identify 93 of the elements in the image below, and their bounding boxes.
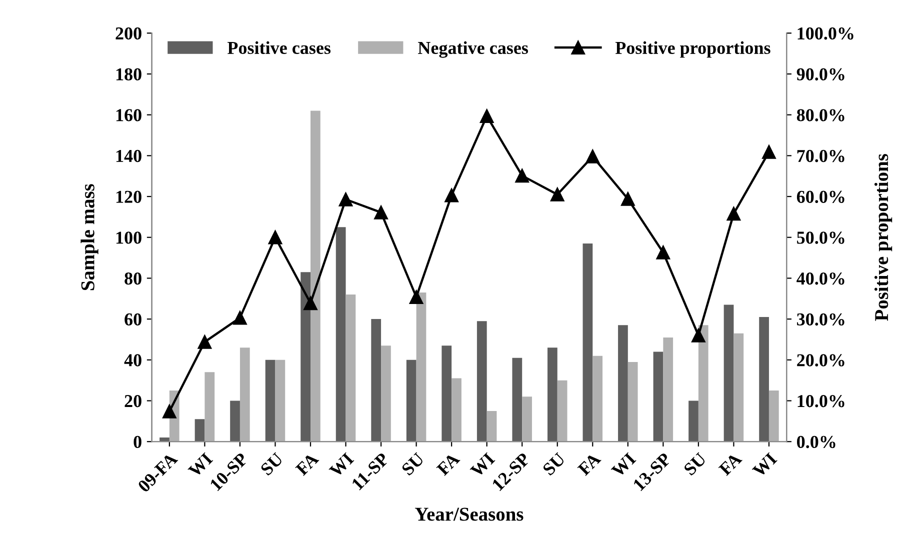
bar — [618, 325, 628, 442]
bar — [371, 319, 382, 442]
x-tick-label: WI — [470, 452, 496, 478]
bar — [310, 110, 320, 442]
bar — [476, 321, 487, 442]
bar — [486, 410, 497, 442]
bar — [204, 372, 215, 442]
y-tick-label: 100 — [116, 232, 142, 244]
y2-tick-label: 70.0% — [797, 150, 844, 162]
bar — [416, 292, 426, 442]
bar — [452, 378, 462, 442]
bar — [663, 337, 674, 442]
y2-axis-title: Positive proportions — [874, 154, 892, 321]
y2-tick-label: 10.0% — [798, 395, 844, 408]
y2-tick-label: 50.0% — [797, 232, 844, 244]
bar — [759, 317, 769, 442]
bar — [734, 333, 744, 442]
x-tick-label: WI — [328, 452, 354, 478]
x-tick-label: SU — [542, 452, 566, 476]
y2-tick-label: 60.0% — [796, 190, 844, 204]
x-tick-label: WI — [610, 452, 637, 478]
x-tick-label: SU — [683, 452, 708, 476]
y2-tick-label: 80.0% — [796, 109, 844, 122]
point — [656, 246, 670, 260]
x-tick-label: FA — [295, 452, 320, 476]
point — [691, 328, 706, 342]
point — [374, 206, 388, 220]
y2-tick-label: 40.0% — [796, 272, 844, 285]
y-tick-label: 140 — [116, 150, 142, 162]
y-tick-label: 180 — [116, 68, 142, 80]
bar — [592, 356, 603, 442]
point — [338, 192, 353, 206]
point — [198, 334, 212, 349]
y2-tick-label: 30.0% — [797, 313, 844, 326]
bar — [768, 390, 779, 442]
bar — [240, 348, 250, 442]
bar — [300, 272, 310, 442]
point — [233, 310, 247, 325]
bar — [688, 400, 698, 442]
point — [162, 404, 176, 418]
x-tick-label: FA — [718, 452, 742, 476]
x-axis-title: Year/Seasons — [414, 508, 524, 521]
point — [550, 188, 564, 202]
bar — [582, 243, 593, 442]
y-tick-label: 40 — [124, 354, 142, 366]
point — [444, 188, 459, 202]
x-tick-label: WI — [752, 452, 778, 478]
y-tick-label: 20 — [124, 395, 142, 408]
bar — [406, 360, 416, 442]
y-axis-title: Sample mass — [80, 184, 98, 290]
y2-tick-label: 100.0% — [798, 27, 854, 40]
point — [726, 206, 741, 221]
x-tick-label: FA — [577, 452, 602, 476]
bar — [381, 346, 391, 442]
point — [480, 109, 494, 123]
bar — [265, 360, 276, 442]
y-tick-label: 120 — [116, 190, 142, 203]
y2-tick-label: 20.0% — [797, 354, 844, 366]
bar — [698, 325, 708, 442]
point — [515, 168, 530, 183]
y2-tick-label: 90.0% — [796, 68, 844, 80]
point — [304, 296, 318, 310]
bar — [275, 360, 286, 442]
legend-label: Negative cases — [418, 41, 528, 58]
point — [620, 192, 635, 206]
x-tick-label: FA — [436, 452, 460, 476]
bar — [512, 358, 522, 442]
y-tick-label: 60 — [124, 313, 142, 326]
bar — [442, 346, 452, 442]
point — [762, 145, 776, 159]
bar — [346, 294, 356, 442]
bar — [557, 380, 568, 442]
bar — [336, 227, 346, 442]
bar — [547, 348, 558, 442]
y-tick-label: 0 — [134, 436, 142, 448]
point — [586, 150, 600, 164]
x-tick-label: SU — [260, 452, 284, 476]
x-tick-label: SU — [401, 452, 425, 476]
y-tick-label: 200 — [116, 27, 142, 40]
y-tick-label: 80 — [124, 272, 142, 285]
y-tick-label: 160 — [116, 109, 142, 122]
bar — [628, 362, 638, 442]
bar — [724, 304, 734, 442]
y2-tick-label: 0.0% — [797, 436, 836, 448]
x-tick-label: WI — [188, 452, 214, 478]
point — [409, 290, 424, 304]
bar — [522, 396, 532, 442]
bar — [230, 400, 240, 442]
legend-label: Positive proportions — [615, 41, 770, 58]
bar — [194, 419, 205, 442]
bar — [653, 352, 664, 442]
point — [268, 230, 282, 244]
legend-label: Positive cases — [228, 41, 331, 54]
